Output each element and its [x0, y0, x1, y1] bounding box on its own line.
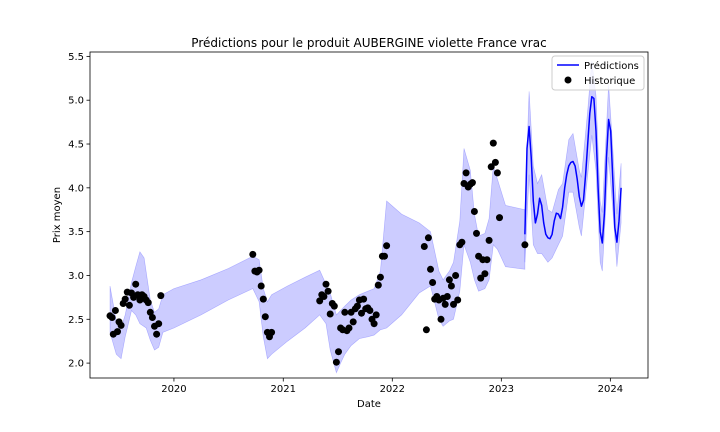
legend: Prédictions Historique: [551, 55, 645, 91]
history-point: [255, 266, 263, 274]
history-point: [427, 265, 434, 273]
history-point: [153, 330, 161, 338]
y-tick-label: 2.0: [68, 359, 84, 370]
x-tick-label: 2024: [598, 384, 623, 395]
x-tick-label: 2022: [380, 384, 405, 395]
history-point: [483, 256, 491, 264]
history-point: [441, 300, 449, 308]
legend-point-swatch: [564, 76, 572, 84]
history-point: [332, 358, 340, 366]
history-point: [326, 310, 334, 318]
history-point: [437, 315, 445, 323]
history-point: [462, 169, 470, 177]
history-point: [358, 309, 365, 317]
history-point: [322, 280, 330, 288]
x-axis-label: Date: [357, 399, 381, 410]
history-point: [452, 272, 460, 279]
history-point: [493, 169, 501, 177]
history-point: [320, 293, 328, 300]
history-point: [249, 250, 257, 258]
history-point: [324, 287, 332, 295]
history-point: [257, 282, 265, 290]
history-point: [424, 234, 432, 242]
history-point: [487, 163, 495, 171]
history-point: [366, 307, 374, 314]
history-point: [477, 274, 485, 282]
axes-frame: [89, 51, 649, 379]
history-point: [470, 208, 478, 215]
confidence-band-1: [524, 60, 622, 272]
history-point: [468, 179, 476, 187]
history-point: [521, 241, 529, 249]
confidence-band-0: [109, 148, 526, 374]
history-point: [422, 326, 430, 334]
history-point: [443, 293, 451, 300]
axes-background: [90, 52, 648, 378]
history-point: [429, 279, 437, 286]
history-point: [121, 295, 129, 303]
history-point: [374, 281, 382, 289]
history-point: [117, 321, 125, 329]
history-point: [259, 295, 267, 303]
history-point: [335, 348, 342, 356]
history-point: [353, 302, 361, 310]
y-axis: 2.0 2.5 3.0 3.5 4.0 4.5 5.0 5.5: [68, 52, 90, 370]
history-point: [157, 292, 165, 300]
history-point: [370, 320, 378, 328]
history-point: [420, 243, 428, 250]
history-point: [111, 307, 119, 314]
x-tick-label: 2023: [489, 384, 514, 395]
confidence-band-layer: [109, 60, 622, 374]
history-point: [372, 311, 380, 319]
legend-label-history: Historique: [584, 76, 635, 87]
chart-title: Prédictions pour le produit AUBERGINE vi…: [191, 36, 546, 50]
history-point: [445, 276, 453, 284]
history-point: [316, 297, 324, 305]
history-point: [114, 328, 121, 336]
history-point: [485, 236, 493, 244]
x-tick-label: 2021: [271, 384, 296, 395]
history-point: [341, 308, 349, 316]
history-point: [108, 314, 116, 321]
y-tick-label: 5.0: [68, 96, 84, 107]
history-points-layer: [106, 139, 529, 366]
y-tick-label: 2.5: [68, 315, 84, 326]
plot-area: [89, 51, 649, 379]
y-tick-label: 4.0: [68, 183, 84, 194]
prediction-line-layer: [524, 95, 622, 244]
history-point: [349, 318, 357, 326]
x-tick-label: 2020: [161, 384, 186, 395]
history-point: [447, 282, 455, 290]
history-point: [330, 302, 338, 310]
history-point: [489, 139, 497, 147]
y-tick-label: 3.5: [68, 227, 84, 238]
y-tick-label: 3.0: [68, 271, 84, 282]
history-point: [148, 314, 156, 321]
history-point: [450, 300, 457, 308]
legend-label-predictions: Prédictions: [584, 60, 639, 72]
history-point: [473, 229, 480, 237]
history-point: [125, 301, 133, 309]
history-point: [454, 296, 462, 304]
history-point: [268, 328, 276, 336]
history-point: [345, 324, 353, 332]
history-point: [383, 242, 391, 250]
y-tick-label: 5.5: [68, 52, 84, 63]
history-point: [132, 280, 140, 288]
history-point: [261, 313, 269, 321]
prediction-line: [524, 95, 622, 244]
history-point: [481, 270, 489, 278]
y-tick-label: 4.5: [68, 140, 84, 151]
x-axis: 2020 2021 2022 2023 2024: [161, 378, 623, 395]
y-axis-label: Prix moyen: [52, 187, 63, 243]
history-point: [144, 299, 152, 307]
history-point: [155, 320, 163, 328]
history-point: [376, 273, 384, 281]
history-point: [458, 238, 466, 246]
history-point: [381, 252, 388, 260]
history-point: [491, 158, 499, 166]
history-point: [496, 214, 503, 222]
history-point: [360, 295, 368, 303]
